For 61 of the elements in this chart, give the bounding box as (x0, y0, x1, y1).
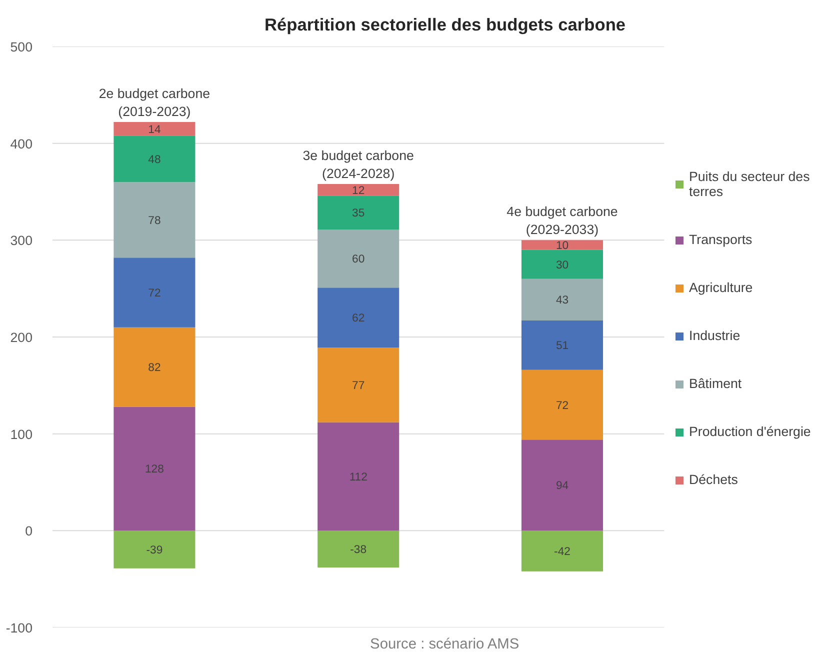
x-tick-label: 4e budget carbone (2029-2033) (506, 204, 618, 238)
bar (521, 278, 604, 321)
bar (521, 440, 604, 531)
bar (318, 348, 400, 422)
data-label: 72 (556, 400, 569, 412)
bar (318, 422, 400, 531)
bar (318, 230, 400, 288)
data-label: -38 (350, 544, 367, 556)
bar (318, 184, 400, 196)
bar (114, 530, 196, 568)
legend-label: Déchets (689, 472, 738, 487)
data-label: 51 (556, 340, 569, 352)
y-tick-label: 0 (25, 524, 33, 539)
data-label: 94 (556, 480, 569, 492)
data-label: 48 (148, 154, 161, 166)
bar (318, 196, 400, 230)
bar (521, 530, 604, 572)
bar (114, 122, 196, 136)
data-label: 62 (352, 312, 365, 325)
chart-title: Répartition sectorielle des budgets carbone (264, 14, 626, 34)
data-label: 43 (556, 294, 569, 307)
bar (114, 136, 196, 182)
bar (521, 320, 604, 370)
data-label: -42 (554, 546, 570, 558)
data-label: 128 (145, 464, 164, 476)
bar (318, 530, 400, 568)
data-label: 35 (352, 208, 365, 220)
bar (521, 240, 604, 250)
data-label: 78 (148, 214, 161, 227)
legend-label: Industrie (689, 328, 740, 343)
data-label: 12 (352, 184, 365, 197)
data-label: 30 (556, 259, 569, 272)
y-tick-label: -100 (6, 620, 33, 636)
y-tick-label: 500 (10, 40, 33, 54)
source-note: Source : scénario AMS (370, 636, 520, 652)
data-label: 60 (352, 254, 365, 266)
legend-label: Transports (689, 232, 752, 247)
x-tick-label: 2e budget carbone (2019-2023) (98, 86, 210, 120)
y-tick-label: 200 (10, 330, 33, 345)
bar (114, 258, 196, 328)
legend-label: Production d'énergie (689, 424, 811, 439)
bar (521, 370, 604, 440)
data-label: 112 (349, 471, 368, 484)
data-label: -39 (146, 544, 163, 557)
legend-label: Bâtiment (689, 376, 742, 391)
legend-label: Agriculture (689, 280, 753, 295)
bar (114, 327, 196, 407)
data-label: 82 (148, 362, 161, 374)
bar (114, 406, 196, 531)
data-label: 72 (148, 287, 161, 300)
y-tick-label: 100 (10, 426, 33, 442)
data-label: 14 (148, 124, 161, 136)
bar (521, 250, 604, 279)
y-tick-label: 300 (10, 233, 33, 248)
x-tick-label: 3e budget carbone (2024-2028) (302, 148, 414, 182)
bar (114, 182, 196, 258)
bar (318, 288, 400, 348)
y-tick-label: 400 (10, 136, 33, 152)
legend-label: Puits du secteur des terres (689, 169, 810, 199)
data-label: 77 (352, 380, 365, 392)
data-label: 10 (556, 240, 569, 252)
